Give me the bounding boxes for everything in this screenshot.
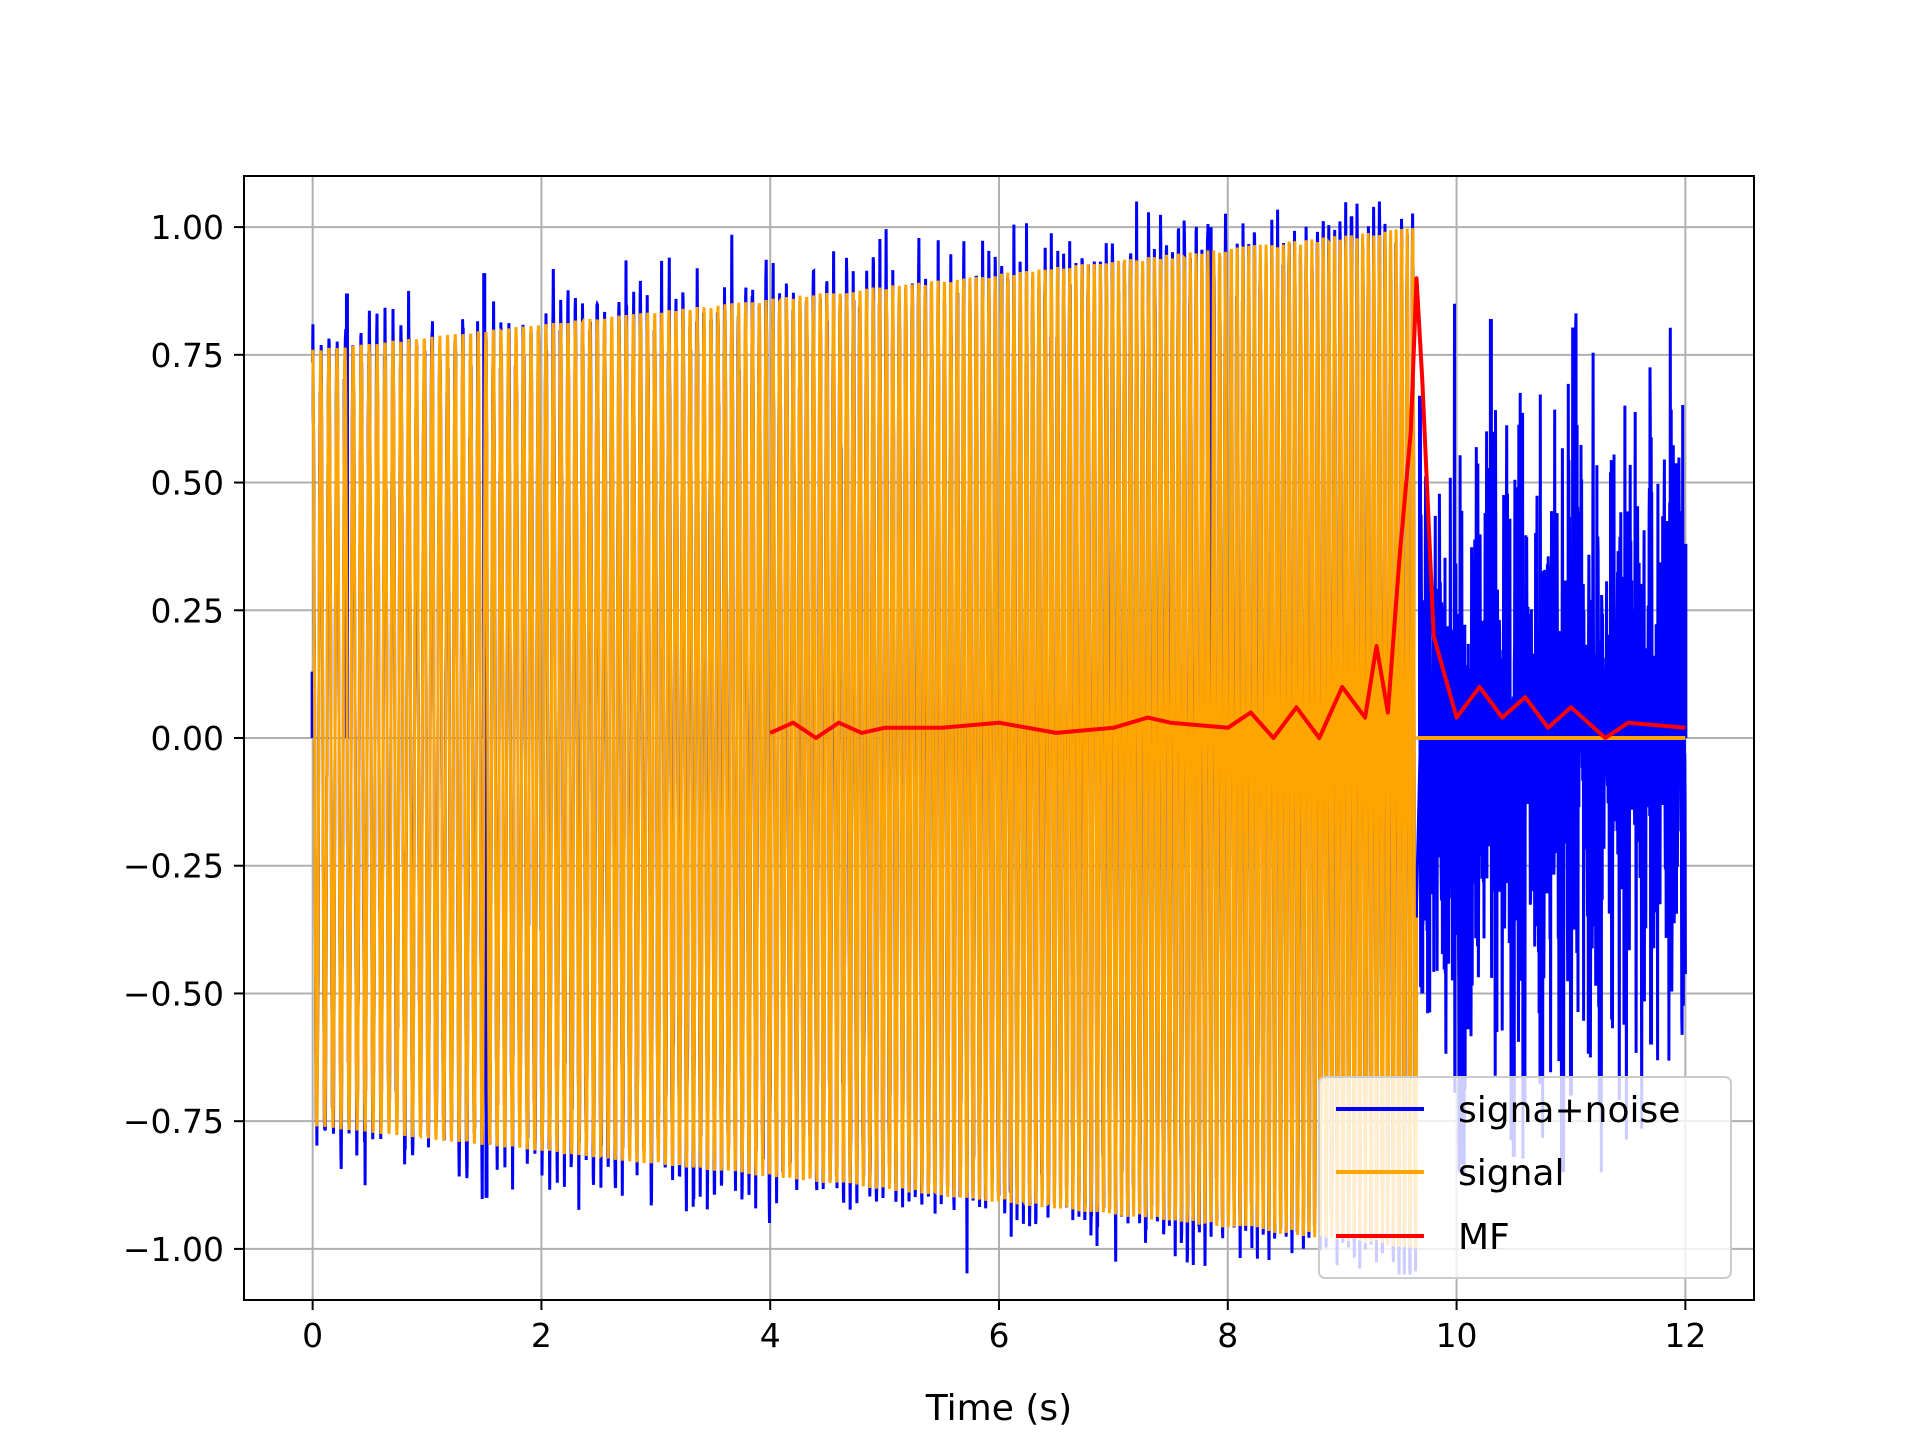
x-tick-label: 10 bbox=[1436, 1316, 1478, 1355]
x-tick-label: 2 bbox=[531, 1316, 552, 1355]
y-axis: 1.00 0.75 0.50 0.25 0.00 −0.25 −0.50 −0.75 −1.00 bbox=[123, 208, 244, 1269]
y-tick-label: 0.75 bbox=[151, 336, 224, 375]
series-signal-line bbox=[311, 228, 1418, 1249]
y-tick-label: −0.75 bbox=[123, 1102, 224, 1141]
series-mf-line bbox=[769, 276, 1686, 740]
x-tick-label: 8 bbox=[1217, 1316, 1238, 1355]
y-tick-label: 0.50 bbox=[151, 464, 224, 503]
x-axis-label: Time (s) bbox=[925, 1388, 1072, 1429]
legend-label-signa-noise: signa+noise bbox=[1458, 1090, 1680, 1131]
x-axis: 0 2 4 6 8 10 12 bbox=[302, 1300, 1706, 1355]
legend-label-signal: signal bbox=[1458, 1153, 1565, 1194]
y-tick-label: 1.00 bbox=[151, 208, 224, 247]
legend-label-mf: MF bbox=[1458, 1217, 1510, 1258]
x-tick-label: 0 bbox=[302, 1316, 323, 1355]
x-tick-label: 12 bbox=[1664, 1316, 1706, 1355]
y-tick-label: 0.25 bbox=[151, 591, 224, 630]
y-tick-label: 0.00 bbox=[151, 719, 224, 758]
x-tick-label: 4 bbox=[760, 1316, 781, 1355]
legend-box bbox=[1318, 1076, 1732, 1279]
y-tick-label: −0.50 bbox=[123, 974, 224, 1013]
x-tick-label: 6 bbox=[989, 1316, 1010, 1355]
y-tick-label: −0.25 bbox=[123, 847, 224, 886]
legend: signa+noise signal MF bbox=[1318, 1076, 1732, 1279]
y-tick-label: −1.00 bbox=[123, 1230, 224, 1269]
